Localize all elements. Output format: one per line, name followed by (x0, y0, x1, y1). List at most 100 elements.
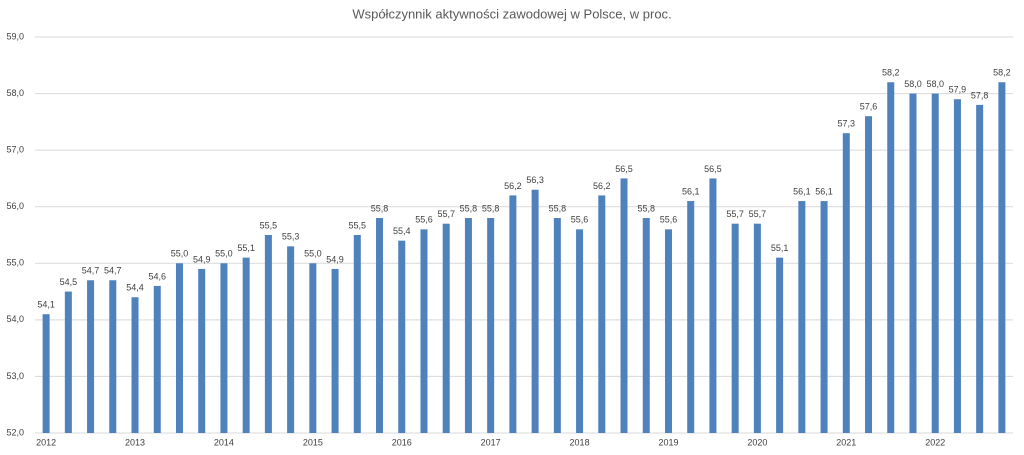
value-label: 55,7 (437, 209, 455, 219)
x-tick-label: 2019 (658, 437, 678, 447)
y-tick-label: 55,0 (6, 258, 24, 268)
y-tick-label: 59,0 (6, 31, 24, 41)
value-label: 54,9 (326, 254, 344, 264)
value-label: 57,3 (838, 119, 856, 129)
bar (909, 93, 917, 434)
value-label: 56,2 (504, 181, 522, 191)
value-label: 56,3 (526, 175, 544, 185)
value-label: 55,5 (349, 220, 367, 230)
y-tick-label: 54,0 (6, 314, 24, 324)
value-label: 55,3 (282, 232, 300, 242)
bar (220, 263, 228, 433)
bar (576, 229, 584, 433)
x-tick-label: 2022 (925, 437, 945, 447)
value-label: 55,5 (260, 220, 278, 230)
value-label: 56,5 (615, 164, 633, 174)
x-tick-label: 2021 (836, 437, 856, 447)
bar (642, 218, 650, 433)
value-label: 55,7 (749, 209, 767, 219)
value-label: 54,5 (60, 277, 78, 287)
bar (553, 218, 561, 433)
bar (109, 280, 117, 433)
y-tick-label: 56,0 (6, 201, 24, 211)
value-label: 56,2 (593, 181, 611, 191)
x-tick-label: 2014 (214, 437, 234, 447)
bar (664, 229, 672, 433)
value-label: 55,0 (215, 249, 233, 259)
x-tick-label: 2016 (392, 437, 412, 447)
bar (153, 285, 161, 433)
bar (820, 201, 828, 433)
bar (442, 223, 450, 433)
y-tick-label: 57,0 (6, 145, 24, 155)
value-label: 55,8 (371, 203, 389, 213)
bar (309, 263, 317, 433)
bar (865, 116, 873, 433)
x-tick-label: 2018 (570, 437, 590, 447)
value-label: 54,6 (148, 271, 166, 281)
bar (620, 178, 628, 433)
bar (398, 240, 406, 433)
bar (931, 93, 939, 434)
value-label: 58,0 (904, 79, 922, 89)
bar (753, 223, 761, 433)
bar (887, 82, 895, 433)
value-label: 57,9 (949, 85, 967, 95)
bar (798, 201, 806, 433)
value-label: 56,5 (704, 164, 722, 174)
bar (242, 257, 250, 433)
value-label: 54,7 (82, 266, 100, 276)
bar (776, 257, 784, 433)
x-tick-label: 2012 (36, 437, 56, 447)
y-tick-label: 58,0 (6, 88, 24, 98)
bar (264, 235, 272, 433)
chart-title: Współczynnik aktywności zawodowej w Pols… (352, 6, 671, 21)
bar (842, 133, 850, 433)
bar (976, 104, 984, 433)
value-label: 56,1 (793, 186, 811, 196)
x-tick-label: 2017 (481, 437, 501, 447)
value-label: 55,6 (660, 215, 678, 225)
x-tick-label: 2015 (303, 437, 323, 447)
value-label: 55,6 (571, 215, 589, 225)
value-label: 55,1 (237, 243, 255, 253)
value-label: 57,8 (971, 90, 989, 100)
bar (998, 82, 1006, 433)
bar (531, 189, 539, 433)
bar (175, 263, 183, 433)
value-label: 54,7 (104, 266, 122, 276)
value-label: 55,8 (637, 203, 655, 213)
bar (42, 314, 50, 433)
bar (464, 218, 472, 433)
x-tick-label: 2013 (125, 437, 145, 447)
value-label: 55,0 (304, 249, 322, 259)
value-label: 54,4 (126, 283, 144, 293)
bar (198, 268, 206, 433)
value-label: 55,1 (771, 243, 789, 253)
bar (598, 195, 606, 433)
bar (709, 178, 717, 433)
bar (376, 218, 384, 433)
value-label: 55,0 (171, 249, 189, 259)
value-label: 55,8 (549, 203, 567, 213)
value-label: 56,1 (815, 186, 833, 196)
bar (487, 218, 495, 433)
bar (731, 223, 739, 433)
y-tick-label: 52,0 (6, 427, 24, 437)
value-label: 54,1 (37, 300, 55, 310)
bar (420, 229, 428, 433)
value-label: 58,2 (882, 68, 900, 78)
bar (353, 235, 361, 433)
value-label: 54,9 (193, 254, 211, 264)
bar (331, 268, 339, 433)
bar (687, 201, 695, 433)
bar (87, 280, 95, 433)
bar (509, 195, 517, 433)
y-tick-label: 53,0 (6, 371, 24, 381)
value-label: 55,6 (415, 215, 433, 225)
value-label: 56,1 (682, 186, 700, 196)
bar (287, 246, 295, 433)
value-label: 55,8 (460, 203, 478, 213)
value-label: 55,4 (393, 226, 411, 236)
value-label: 55,7 (726, 209, 744, 219)
